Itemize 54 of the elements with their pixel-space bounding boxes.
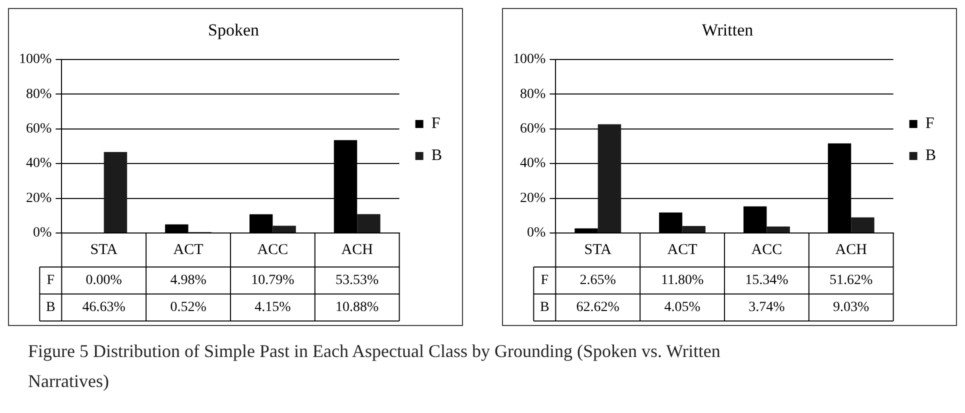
data-label: 53.53% [336, 273, 380, 288]
y-tick-label: 80% [26, 86, 52, 102]
x-tick-label: STA [584, 242, 612, 258]
bar [357, 214, 380, 232]
data-label: 4.05% [664, 300, 701, 316]
bar [851, 217, 874, 232]
y-tick-label: 60% [520, 122, 546, 137]
bar [766, 226, 790, 232]
x-tick-label: ACH [835, 242, 868, 258]
legend-label: F [925, 115, 934, 132]
y-tick-label: 0% [32, 226, 52, 241]
legend-label: B [431, 147, 442, 164]
x-tick-label: ACC [751, 242, 782, 258]
data-label: 0.52% [170, 300, 207, 316]
y-tick-label: 100% [512, 52, 546, 68]
data-label: 51.62% [830, 273, 874, 288]
x-tick-label: STA [90, 242, 118, 258]
y-tick-label: 80% [520, 86, 546, 102]
x-tick-label: ACH [341, 242, 374, 258]
legend-label: F [431, 115, 440, 132]
bar [682, 226, 706, 232]
data-label: 46.63% [82, 300, 126, 316]
x-tick-label: ACT [667, 242, 698, 258]
text: B [540, 300, 550, 316]
bar [272, 226, 296, 232]
y-tick-label: 40% [520, 156, 546, 172]
bar [598, 124, 622, 232]
data-label: 9.03% [833, 300, 870, 316]
text: B [46, 300, 56, 316]
data-label: 4.98% [170, 273, 207, 288]
y-tick-label: 20% [520, 190, 546, 206]
y-tick-label: 100% [18, 52, 52, 68]
data-label: 0.00% [86, 273, 122, 288]
data-label: 10.88% [336, 300, 380, 316]
data-label: 62.62% [576, 300, 620, 316]
data-label: 4.15% [254, 300, 292, 316]
data-label: 3.74% [748, 300, 786, 316]
data-label: 2.65% [580, 273, 616, 288]
text: F [46, 273, 55, 288]
y-tick-label: 20% [26, 190, 52, 206]
y-tick-label: 40% [26, 156, 52, 172]
data-label: 15.34% [745, 273, 789, 288]
caption: Figure 5 Distribution of Simple Past in Each Aspectual Class by Grounding (Spoken vs. Written Narratives) [28, 340, 722, 393]
text: F [540, 273, 549, 288]
data-label: 10.79% [251, 273, 295, 288]
y-tick-label: 0% [526, 226, 546, 241]
chart-title: Spoken [208, 20, 260, 40]
data-label: 11.80% [660, 273, 704, 288]
x-tick-label: ACC [257, 242, 288, 258]
x-tick-label: ACT [173, 242, 204, 258]
y-tick-label: 60% [26, 122, 52, 137]
bar [104, 152, 128, 232]
legend-label: B [925, 147, 936, 164]
chart-title: Written [702, 20, 754, 40]
